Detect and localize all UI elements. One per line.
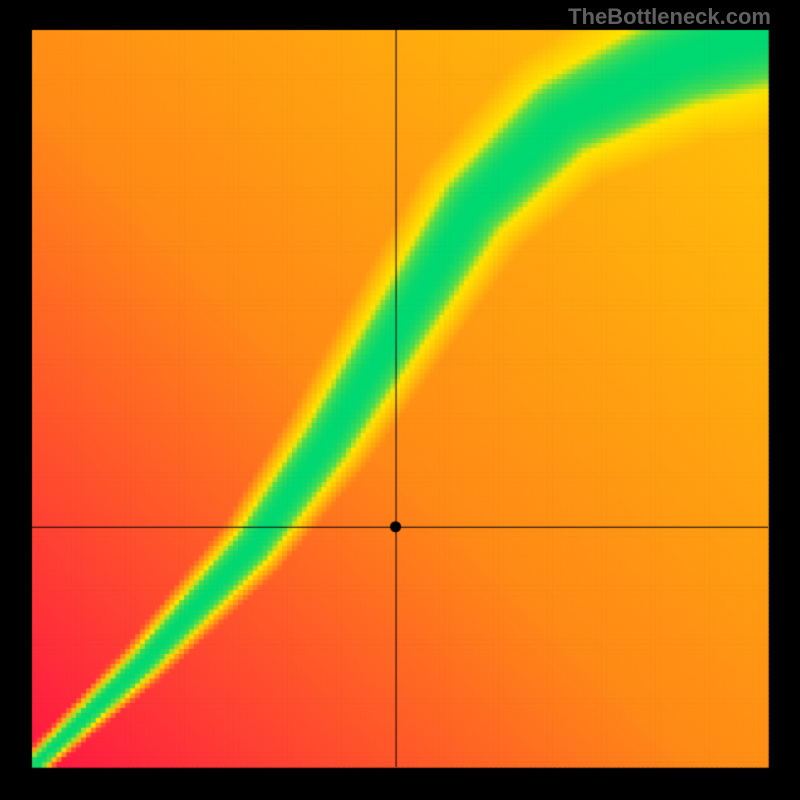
chart-container: TheBottleneck.com — [0, 0, 800, 800]
watermark-text: TheBottleneck.com — [568, 4, 771, 30]
bottleneck-heatmap — [0, 0, 800, 800]
